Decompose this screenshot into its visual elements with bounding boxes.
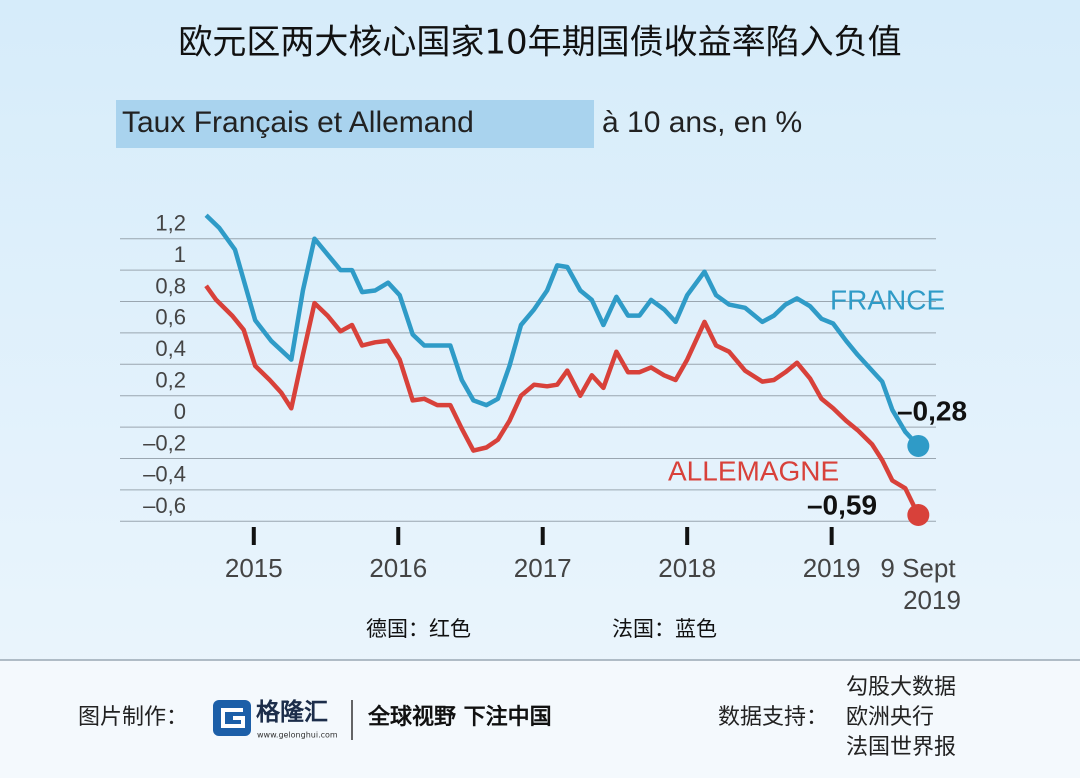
end-point [907,504,930,527]
y-tick-label: 1 [174,242,186,267]
y-tick-label: 1,2 [155,211,186,236]
y-tick-label: 0,8 [155,273,186,298]
x-tick-label: 2018 [658,553,716,583]
legend-note: 法国：蓝色 [612,617,717,641]
x-tick-label: 2019 [803,553,861,583]
source: 法国世界报 [846,735,956,760]
logo-icon [213,700,251,736]
subtitle-highlight-bg [116,100,594,148]
date-label: 9 Sept [880,553,956,583]
slogan: 全球视野 下注中国 [367,704,552,730]
plot: 1,2 1 0,8 0,6 0,4 0,2 0 –0,2 –0,4 –0,6 2015 2016 201… [120,211,945,583]
x-tick-label: 2016 [369,553,427,583]
source: 勾股大数据 [846,675,956,700]
annotation: –0,59 [807,489,877,520]
y-tick-label: 0,2 [155,368,186,393]
series-line [204,213,920,448]
series-label: FRANCE [830,284,945,315]
y-tick-label: –0,4 [143,462,186,487]
x-tick-label: 2015 [225,553,283,583]
made-by: 图片制作： [78,705,188,730]
subtitle-rest: à 10 ans, en % [602,106,802,139]
y-tick-label: 0,4 [155,336,186,361]
subtitle-highlight: Taux Français et Allemand [122,106,474,139]
footer-bg [0,660,1080,778]
annotation: –0,28 [897,395,967,426]
source-label: 数据支持： [718,705,828,730]
x-tick-label: 2017 [514,553,572,583]
legend-note: 德国：红色 [366,617,471,641]
y-tick-label: 0 [174,399,186,424]
y-tick-label: –0,6 [143,493,186,518]
series-label: ALLEMAGNE [668,455,839,486]
y-tick-label: –0,2 [143,430,186,455]
date-label: 2019 [903,585,961,615]
logo-url: www.gelonghui.com [257,731,338,740]
end-point [907,434,930,457]
logo-name: 格隆汇 [256,698,328,726]
y-tick-label: 0,6 [155,305,186,330]
chart-title: 欧元区两大核心国家10年期国债收益率陷入负值 [178,23,901,63]
series-line [204,284,921,516]
source: 欧洲央行 [846,705,934,730]
